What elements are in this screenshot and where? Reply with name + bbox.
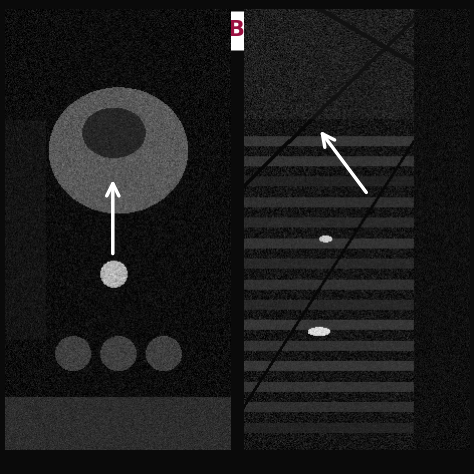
Bar (216, 11, 258, 50)
Text: B: B (228, 20, 246, 40)
